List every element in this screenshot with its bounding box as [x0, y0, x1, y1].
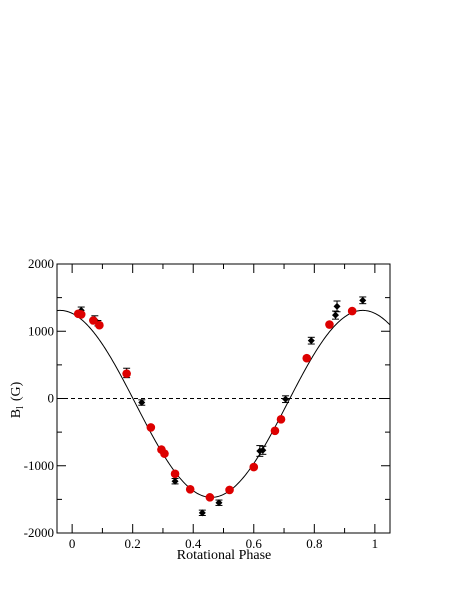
- y-axis-title-unit: (G): [9, 381, 24, 401]
- y-tick-label: 1000: [28, 323, 54, 338]
- diamond-marker: [282, 395, 290, 403]
- diamond-marker: [215, 499, 223, 507]
- circle-marker: [276, 415, 286, 424]
- circle-marker: [170, 469, 180, 479]
- diamond-marker: [138, 399, 146, 407]
- y-axis-title-text: B: [9, 409, 24, 418]
- data-points: [73, 296, 367, 517]
- circle-marker: [270, 426, 280, 436]
- diamond-marker: [198, 509, 206, 517]
- diamond-marker: [171, 477, 179, 485]
- diamond-marker: [359, 296, 367, 304]
- diamond-marker: [332, 311, 340, 319]
- circle-marker: [95, 320, 104, 330]
- y-axis-title: Bl (G): [9, 381, 26, 418]
- x-tick-label: 1: [372, 536, 379, 551]
- y-tick-label: 0: [48, 391, 55, 406]
- circle-marker: [185, 484, 195, 494]
- circle-marker: [225, 485, 234, 495]
- diamond-marker: [307, 337, 315, 345]
- circle-marker: [302, 353, 312, 363]
- x-tick-label: 0: [69, 536, 76, 551]
- y-axis-title-subscript: l: [15, 406, 26, 409]
- circle-marker: [205, 493, 215, 502]
- circle-marker: [89, 316, 98, 325]
- x-tick-label: 0.4: [185, 536, 202, 551]
- x-axis-title: Rotational Phase: [177, 548, 272, 563]
- svg-text:Bl(G): Bl (G): [9, 381, 26, 418]
- axis-tick-labels: 0 0.2 0.4 0.6 0.8 1 -2000 -1000 0 1000 2000: [24, 256, 378, 551]
- circle-marker: [146, 423, 156, 432]
- x-tick-label: 0.2: [125, 536, 141, 551]
- circle-marker: [122, 369, 131, 378]
- y-tick-label: -1000: [24, 458, 54, 473]
- fit-curve: [56, 309, 391, 498]
- x-tick-label: 0.6: [246, 536, 263, 551]
- circle-marker: [160, 449, 169, 458]
- diamond-marker: [333, 302, 341, 310]
- circle-marker: [325, 320, 334, 329]
- diamond-marker: [259, 446, 267, 454]
- y-tick-label: 2000: [28, 256, 54, 271]
- y-tick-label: -2000: [24, 525, 54, 540]
- circle-marker: [347, 306, 357, 316]
- circle-marker: [76, 310, 86, 319]
- circle-marker: [249, 462, 259, 472]
- x-tick-label: 0.8: [306, 536, 322, 551]
- plot-frame: [56, 263, 391, 534]
